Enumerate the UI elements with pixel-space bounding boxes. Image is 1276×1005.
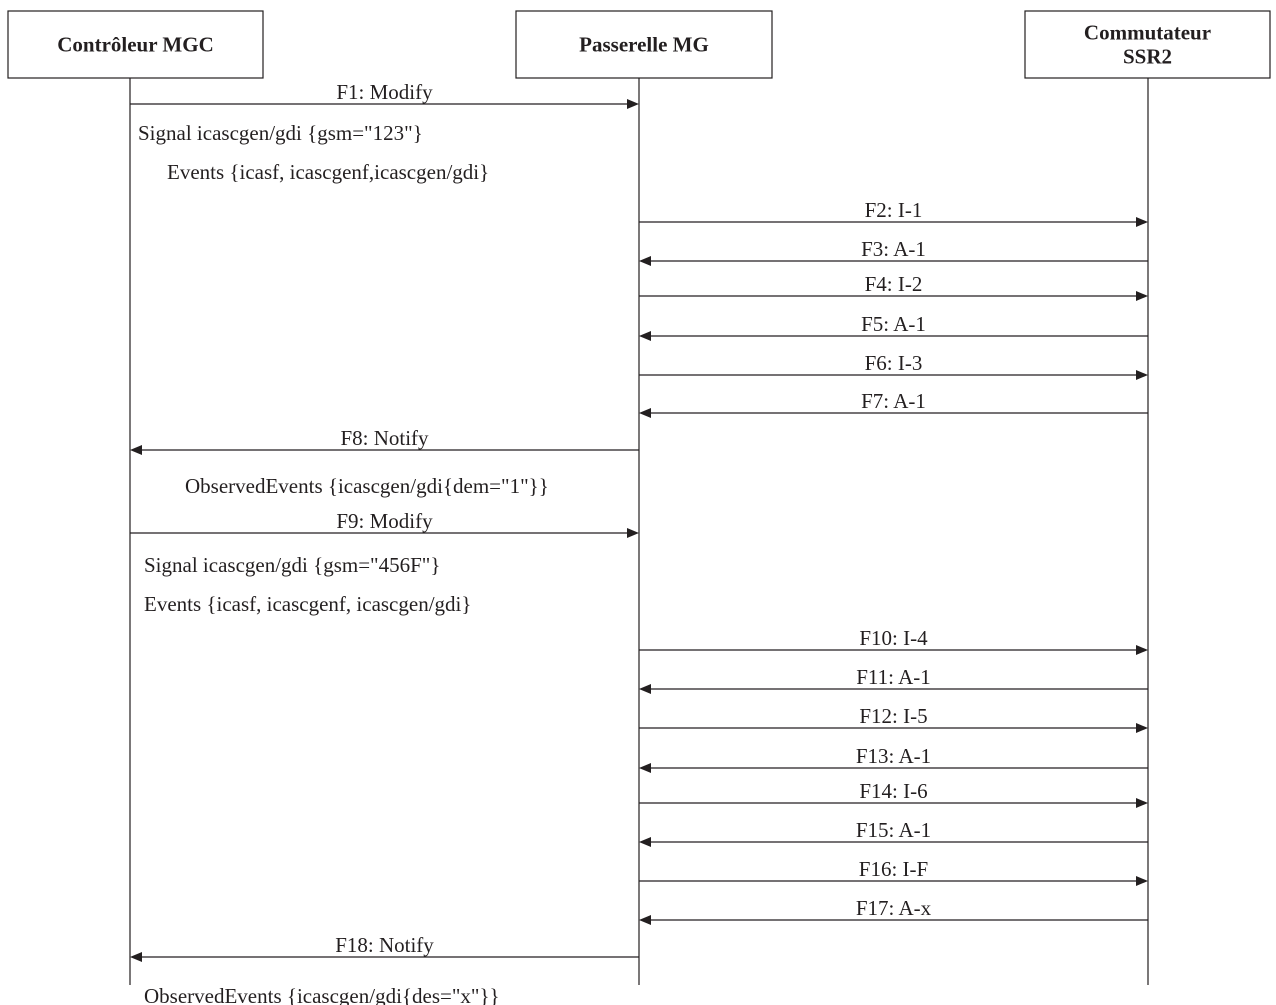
arrowhead-icon xyxy=(1136,723,1148,733)
message-label: F16: I-F xyxy=(859,857,928,881)
message-label: F11: A-1 xyxy=(856,665,930,689)
note-text: ObservedEvents {icascgen/gdi{des="x"}} xyxy=(144,984,500,1005)
message-f5: F5: A-1 xyxy=(639,312,1148,341)
message-label: F5: A-1 xyxy=(861,312,926,336)
message-label: F2: I-1 xyxy=(865,198,923,222)
arrowhead-icon xyxy=(639,915,651,925)
message-f10: F10: I-4 xyxy=(639,626,1148,655)
note-text: ObservedEvents {icascgen/gdi{dem="1"}} xyxy=(185,474,549,498)
message-f7: F7: A-1 xyxy=(639,389,1148,418)
participant-mg: Passerelle MG xyxy=(515,10,773,79)
note-text: Signal icascgen/gdi {gsm="123"} xyxy=(138,121,423,145)
arrowhead-icon xyxy=(130,952,142,962)
message-f8: F8: Notify xyxy=(130,426,639,455)
participant-mgc: Contrôleur MGC xyxy=(7,10,264,79)
message-f18: F18: Notify xyxy=(130,933,639,962)
message-f13: F13: A-1 xyxy=(639,744,1148,773)
message-label: F1: Modify xyxy=(336,80,433,104)
note-text: Signal icascgen/gdi {gsm="456F"} xyxy=(144,553,440,577)
participant-box xyxy=(1024,10,1271,79)
arrowhead-icon xyxy=(1136,798,1148,808)
arrowhead-icon xyxy=(627,99,639,109)
message-f1: F1: Modify xyxy=(130,80,639,109)
participant-name: SSR2 xyxy=(1123,45,1172,69)
message-label: F7: A-1 xyxy=(861,389,926,413)
message-label: F4: I-2 xyxy=(865,272,923,296)
message-f15: F15: A-1 xyxy=(639,818,1148,847)
message-label: F13: A-1 xyxy=(856,744,931,768)
message-f11: F11: A-1 xyxy=(639,665,1148,694)
arrowhead-icon xyxy=(639,763,651,773)
message-f4: F4: I-2 xyxy=(639,272,1148,301)
note-text: Events {icasf, icascgenf, icascgen/gdi} xyxy=(144,592,471,616)
message-label: F10: I-4 xyxy=(859,626,928,650)
message-f14: F14: I-6 xyxy=(639,779,1148,808)
arrowhead-icon xyxy=(1136,217,1148,227)
message-f2: F2: I-1 xyxy=(639,198,1148,227)
participant-box xyxy=(7,10,264,79)
arrowhead-icon xyxy=(639,331,651,341)
message-label: F18: Notify xyxy=(335,933,434,957)
message-label: F17: A-x xyxy=(856,896,932,920)
message-f12: F12: I-5 xyxy=(639,704,1148,733)
arrowhead-icon xyxy=(1136,291,1148,301)
arrowhead-icon xyxy=(627,528,639,538)
message-label: F15: A-1 xyxy=(856,818,931,842)
message-label: F9: Modify xyxy=(336,509,433,533)
message-f9: F9: Modify xyxy=(130,509,639,538)
message-label: F3: A-1 xyxy=(861,237,926,261)
arrowhead-icon xyxy=(1136,876,1148,886)
arrowhead-icon xyxy=(1136,645,1148,655)
participant-box xyxy=(515,10,773,79)
message-f17: F17: A-x xyxy=(639,896,1148,925)
message-label: F14: I-6 xyxy=(859,779,927,803)
message-f16: F16: I-F xyxy=(639,857,1148,886)
participant-name: Passerelle MG xyxy=(579,33,709,57)
message-label: F6: I-3 xyxy=(865,351,923,375)
arrowhead-icon xyxy=(639,837,651,847)
message-f6: F6: I-3 xyxy=(639,351,1148,380)
message-f3: F3: A-1 xyxy=(639,237,1148,266)
message-label: F12: I-5 xyxy=(859,704,927,728)
arrowhead-icon xyxy=(130,445,142,455)
arrowhead-icon xyxy=(1136,370,1148,380)
message-label: F8: Notify xyxy=(340,426,429,450)
arrowhead-icon xyxy=(639,684,651,694)
arrowhead-icon xyxy=(639,256,651,266)
participant-name: Contrôleur MGC xyxy=(57,33,214,57)
note-text: Events {icasf, icascgenf,icascgen/gdi} xyxy=(167,160,489,184)
arrowhead-icon xyxy=(639,408,651,418)
participant-name: Commutateur xyxy=(1084,21,1211,45)
